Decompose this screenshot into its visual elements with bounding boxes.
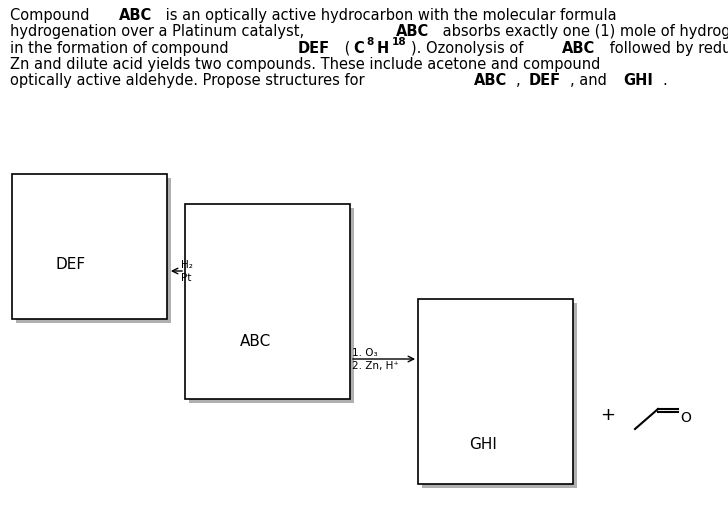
Text: in the formation of compound: in the formation of compound	[10, 41, 233, 55]
Text: 8: 8	[367, 37, 374, 46]
Text: Compound: Compound	[10, 8, 94, 23]
Text: H: H	[376, 41, 389, 55]
Text: followed by reductive workup using: followed by reductive workup using	[605, 41, 728, 55]
Text: C: C	[353, 41, 364, 55]
Text: ABC: ABC	[562, 41, 596, 55]
Text: ABC: ABC	[240, 333, 271, 348]
Text: ABC: ABC	[119, 8, 152, 23]
Text: (: (	[339, 41, 350, 55]
Bar	[12, 175, 167, 319]
Text: ABC: ABC	[473, 73, 507, 88]
Text: hydrogenation over a Platinum catalyst,: hydrogenation over a Platinum catalyst,	[10, 24, 309, 39]
Text: 18: 18	[392, 37, 407, 46]
Text: Zn and dilute acid yields two compounds. These include acetone and compound: Zn and dilute acid yields two compounds.…	[10, 56, 605, 72]
Text: GHI: GHI	[469, 436, 497, 451]
Text: ABC: ABC	[395, 24, 429, 39]
Text: Pt: Pt	[181, 272, 191, 282]
Bar	[185, 205, 350, 399]
Text: is an optically active hydrocarbon with the molecular formula: is an optically active hydrocarbon with …	[162, 8, 622, 23]
Text: DEF: DEF	[55, 257, 85, 272]
Text: H₂: H₂	[181, 260, 192, 269]
Bar	[422, 303, 577, 488]
Text: ,: ,	[516, 73, 526, 88]
Bar	[189, 209, 354, 403]
Bar	[418, 299, 573, 484]
Text: +: +	[601, 405, 615, 423]
Text: DEF: DEF	[529, 73, 561, 88]
Text: optically active aldehyde. Propose structures for: optically active aldehyde. Propose struc…	[10, 73, 369, 88]
Text: , and: , and	[570, 73, 612, 88]
Text: 2. Zn, H⁺: 2. Zn, H⁺	[352, 360, 399, 370]
Bar	[16, 179, 171, 323]
Text: absorbs exactly one (1) mole of hydrogen gas resulting: absorbs exactly one (1) mole of hydrogen…	[438, 24, 728, 39]
Text: GHI: GHI	[623, 73, 653, 88]
Text: ). Ozonolysis of: ). Ozonolysis of	[411, 41, 528, 55]
Text: 1. O₃: 1. O₃	[352, 347, 378, 357]
Text: .: .	[662, 73, 667, 88]
Text: O: O	[680, 410, 691, 424]
Text: DEF: DEF	[298, 41, 331, 55]
